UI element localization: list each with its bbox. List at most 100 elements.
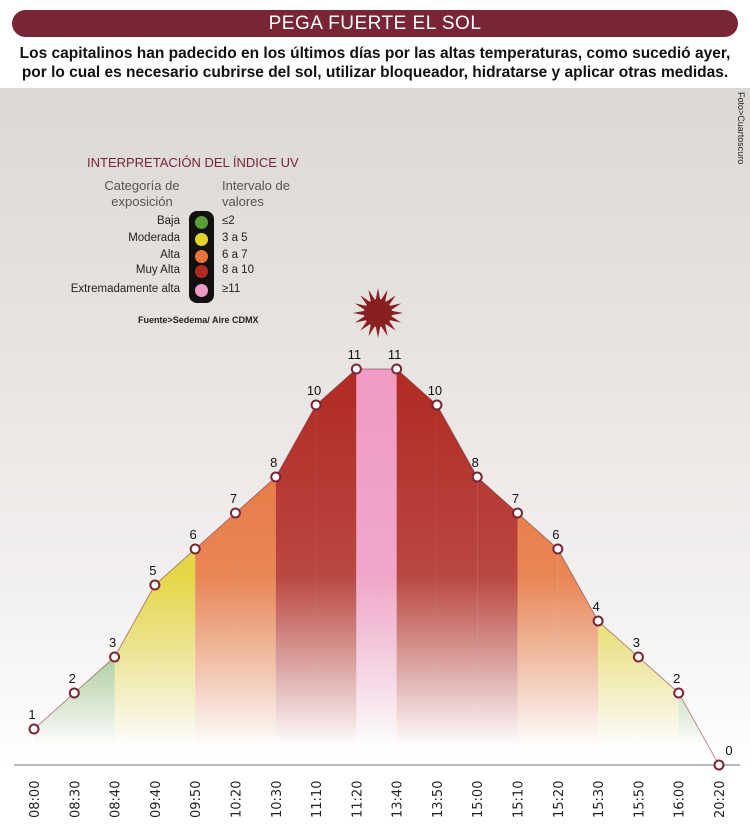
data-label: 11 [388, 347, 402, 362]
legend-color-dot [195, 265, 208, 278]
area-segment [235, 477, 276, 765]
legend-category: Extremadamente alta [70, 283, 180, 295]
data-point [713, 759, 725, 771]
data-point [673, 687, 685, 699]
legend-title: INTERPRETACIÓN DEL ÍNDICE UV [87, 155, 299, 170]
legend-range: ≥11 [222, 283, 241, 295]
series-line [33, 368, 720, 766]
data-label: 1 [28, 707, 35, 722]
legend-range: 3 a 5 [222, 232, 248, 244]
legend-row: Alta 6 a 7 [60, 249, 320, 265]
photo-credit: Foto>Cuartoscuro [736, 92, 746, 165]
data-label: 7 [512, 491, 519, 506]
data-label: 8 [270, 455, 277, 470]
data-label: 2 [69, 671, 76, 686]
x-tick-label: 08:30 [68, 781, 83, 818]
data-point [149, 579, 161, 591]
area-segment [154, 549, 196, 765]
data-label: 4 [593, 599, 600, 614]
data-label: 0 [725, 743, 732, 758]
x-tick-label: 09:40 [149, 781, 164, 818]
uv-legend: INTERPRETACIÓN DEL ÍNDICE UV Categoría d… [60, 155, 320, 330]
data-label: 3 [109, 635, 116, 650]
legend-color-dot [195, 250, 208, 263]
legend-range: 6 a 7 [222, 249, 248, 261]
x-tick-label: 20:20 [713, 781, 728, 818]
data-point [270, 471, 282, 483]
x-tick-label: 13:40 [391, 781, 406, 818]
data-point [512, 507, 524, 519]
data-label: 11 [348, 347, 362, 362]
data-point [391, 363, 403, 375]
data-point [632, 651, 644, 663]
legend-col2: Intervalo de valores [222, 178, 290, 209]
data-point [229, 507, 241, 519]
x-tick-label: 10:20 [229, 781, 244, 818]
area-segment [275, 405, 317, 765]
data-label: 10 [307, 383, 321, 398]
area-segment [517, 513, 558, 765]
x-tick-label: 13:50 [431, 781, 446, 818]
legend-row: Baja ≤2 [60, 215, 320, 231]
data-label: 6 [552, 527, 559, 542]
sun-icon [353, 288, 403, 338]
x-tick-label: 11:20 [350, 781, 365, 818]
legend-range: 8 a 10 [222, 264, 254, 276]
data-label: 10 [428, 383, 442, 398]
area-segment [195, 513, 236, 765]
data-point [350, 363, 362, 375]
legend-row: Moderada 3 a 5 [60, 232, 320, 248]
x-tick-label: 15:00 [471, 781, 486, 818]
x-tick-label: 15:50 [632, 781, 647, 818]
subtitle: Los capitalinos han padecido en los últi… [19, 45, 731, 81]
area-segment [356, 369, 397, 765]
x-tick-label: 09:50 [189, 781, 204, 818]
data-label: 2 [673, 671, 680, 686]
legend-color-dot [195, 216, 208, 229]
legend-range: ≤2 [222, 215, 235, 227]
x-tick-label: 11:10 [310, 781, 325, 818]
area-segment [557, 549, 599, 765]
area-segment [74, 657, 115, 765]
legend-category: Alta [160, 249, 180, 261]
data-point [471, 471, 483, 483]
data-point [68, 687, 80, 699]
legend-category: Moderada [128, 232, 180, 244]
x-tick-label: 16:00 [673, 781, 688, 818]
data-label: 5 [149, 563, 156, 578]
x-tick-label: 08:40 [109, 781, 124, 818]
data-label: 6 [190, 527, 197, 542]
data-point [431, 399, 443, 411]
title-bar: PEGA FUERTE EL SOL [12, 10, 738, 37]
legend-category: Muy Alta [135, 264, 180, 276]
x-tick-label: 15:20 [552, 781, 567, 818]
area-segment [114, 585, 155, 765]
data-point [109, 651, 121, 663]
legend-col1: Categoría de exposición [104, 178, 180, 209]
area-segment [396, 369, 437, 765]
x-tick-label: 15:10 [512, 781, 527, 818]
data-label: 7 [230, 491, 237, 506]
area-segment [477, 477, 518, 765]
traffic-light [189, 211, 214, 303]
legend-color-dot [195, 233, 208, 246]
x-tick-label: 15:30 [592, 781, 607, 818]
data-point [189, 543, 201, 555]
legend-row: Extremadamente alta ≥11 [60, 283, 320, 299]
x-tick-label: 10:30 [270, 781, 285, 818]
area-segment [436, 405, 478, 765]
data-label: 3 [633, 635, 640, 650]
legend-source: Fuente>Sedema/ Aire CDMX [138, 315, 259, 325]
area-segment [34, 693, 75, 765]
data-label: 8 [472, 455, 479, 470]
data-point [310, 399, 322, 411]
area-segment [316, 369, 357, 765]
data-point [28, 723, 40, 735]
area-segment [598, 621, 639, 765]
legend-color-dot [195, 284, 208, 297]
data-point [592, 615, 604, 627]
legend-row: Muy Alta 8 a 10 [60, 264, 320, 280]
legend-category: Baja [156, 215, 180, 227]
data-point [552, 543, 564, 555]
